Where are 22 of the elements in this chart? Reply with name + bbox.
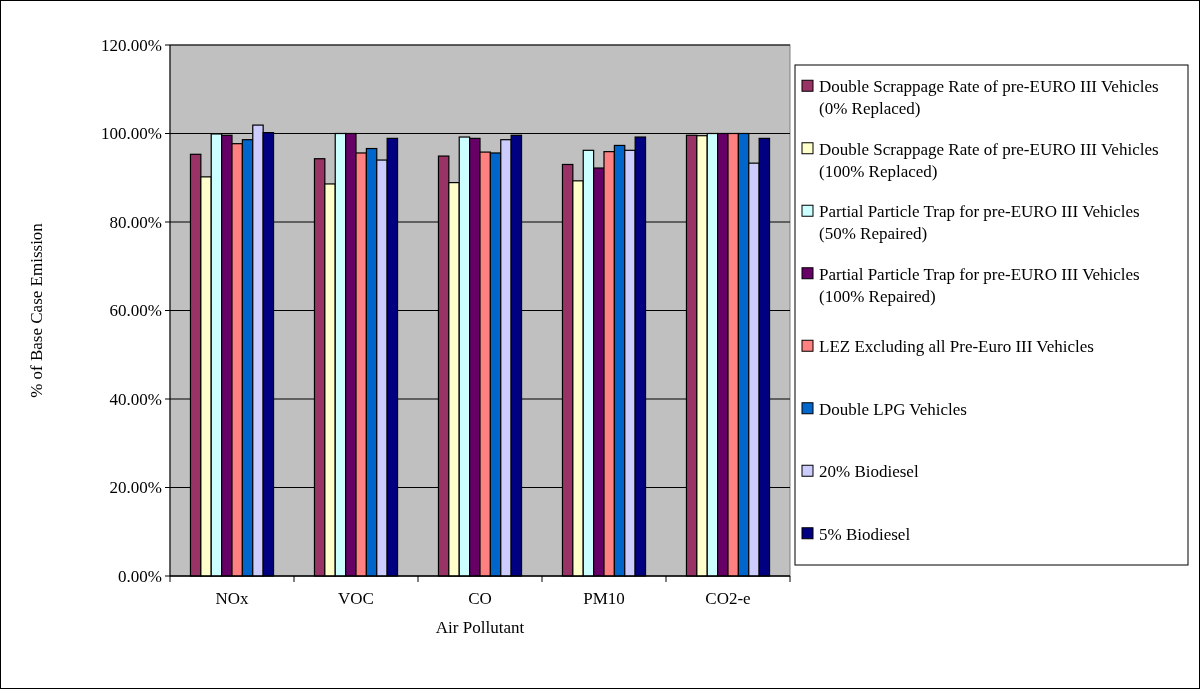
y-axis-title: % of Base Case Emission [27, 222, 46, 398]
y-tick-label: 20.00% [109, 478, 162, 498]
x-axis-title: Air Pollutant [435, 618, 525, 637]
x-tick-label: NOx [215, 589, 250, 608]
legend-label: 20% Biodiesel [819, 462, 919, 482]
x-tick-label: VOC [338, 589, 374, 608]
y-tick-label: 60.00% [109, 301, 162, 321]
legend-label: Partial Particle Trap for pre-EURO III Vehicles (50% Repaired) [819, 202, 1140, 244]
y-tick-label: 120.00% [101, 35, 162, 55]
y-tick-label: 80.00% [109, 212, 162, 232]
y-tick-label: 100.00% [101, 124, 162, 144]
legend-label: Double Scrappage Rate of pre-EURO III Vehicles (100% Replaced) [819, 139, 1159, 181]
y-tick-label: 0.00% [118, 566, 162, 586]
legend-label: LEZ Excluding all Pre-Euro III Vehicles [819, 337, 1094, 357]
legend-label: 5% Biodiesel [819, 524, 911, 544]
y-tick-label: 40.00% [109, 389, 162, 409]
legend-label: Double LPG Vehicles [819, 399, 967, 419]
x-tick-label: PM10 [583, 589, 625, 608]
x-tick-label: CO2-e [705, 589, 751, 608]
legend-label: Partial Particle Trap for pre-EURO III Vehicles (100% Repaired) [819, 264, 1140, 306]
x-tick-label: CO [468, 589, 492, 608]
legend-label: Double Scrappage Rate of pre-EURO III Vehicles (0% Replaced) [819, 77, 1159, 119]
